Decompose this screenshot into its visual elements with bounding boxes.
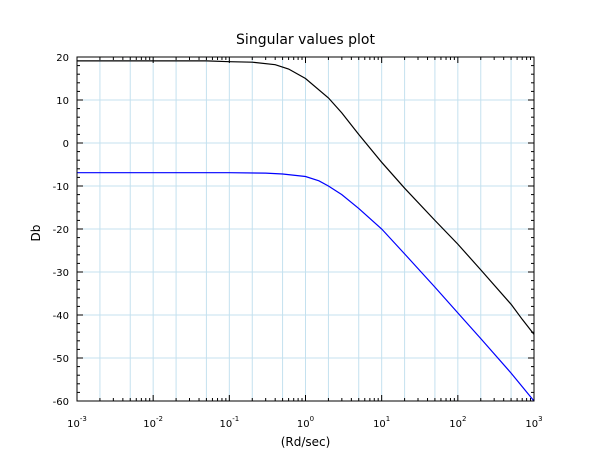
x-tick-label: 101: [373, 415, 390, 430]
y-tick-label: -40: [53, 311, 69, 322]
ticks-group: [76, 56, 535, 402]
y-axis-label: Db: [29, 225, 43, 242]
series-line: [77, 172, 535, 402]
y-tick-label: 20: [56, 53, 69, 64]
y-tick-label: 0: [63, 139, 69, 150]
y-tick-label: -10: [53, 182, 69, 193]
chart-title: Singular values plot: [236, 32, 375, 48]
x-axis-label: (Rd/sec): [281, 435, 331, 449]
x-tick-label: 10-3: [67, 415, 87, 430]
x-tick-label: 10-2: [143, 415, 163, 430]
y-tick-label: 10: [56, 96, 69, 107]
x-tick-label: 10-1: [219, 415, 239, 430]
y-tick-label: -60: [53, 397, 69, 408]
y-tick-label: -50: [53, 354, 69, 365]
y-tick-label: -20: [53, 225, 69, 236]
y-tick-label: -30: [53, 268, 69, 279]
x-tick-label: 102: [449, 415, 466, 430]
x-tick-label: 103: [525, 415, 542, 430]
x-tick-label: 100: [297, 415, 314, 430]
